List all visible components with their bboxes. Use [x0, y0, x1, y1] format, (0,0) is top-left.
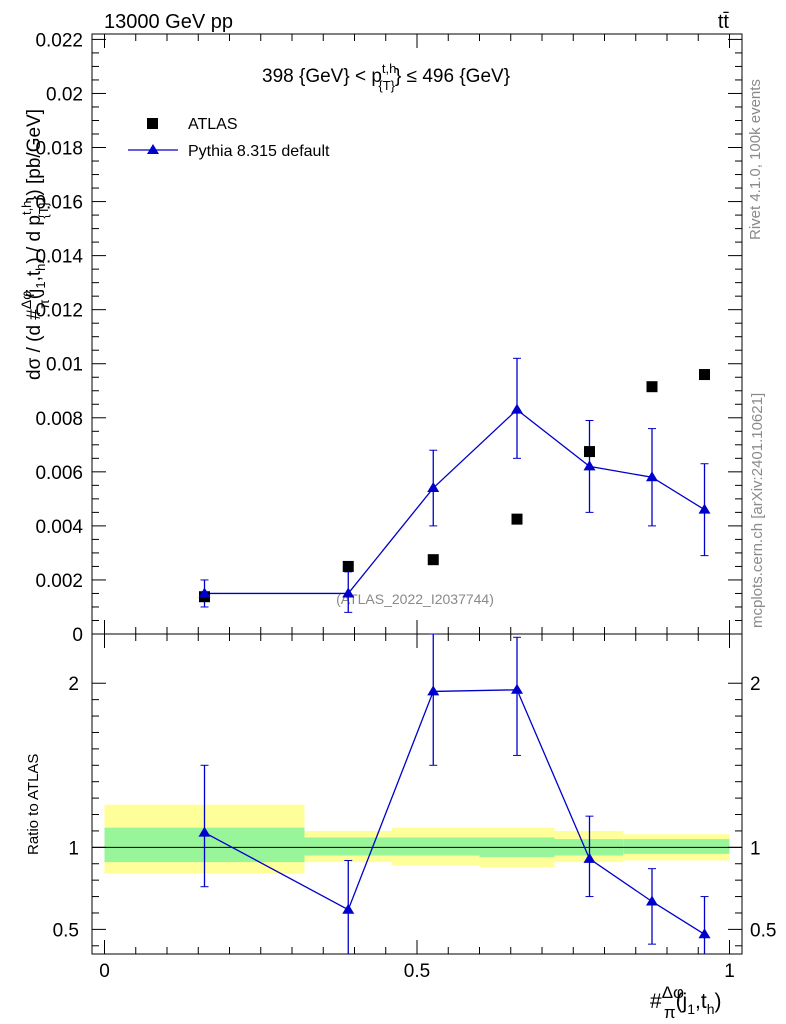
- ratio-band-inner: [623, 839, 680, 854]
- ratio-point: [698, 928, 711, 939]
- x-tick-label: 0.5: [404, 961, 430, 982]
- atlas-point: [511, 513, 523, 525]
- legend: ATLAS Pythia 8.315 default: [128, 116, 330, 160]
- pythia-point: [646, 471, 658, 482]
- y-tick-label: 0.004: [35, 517, 83, 538]
- atlas-point: [342, 560, 354, 572]
- ratio-series: [198, 633, 711, 954]
- y-axis-label: dσ / (d #Δφ π(j1,th) / d pt,h {T}}) [pb/Ge…: [18, 109, 52, 380]
- ratio-tick-label-right: 2: [750, 674, 761, 695]
- y-tick-label: 0.014: [35, 247, 83, 268]
- ratio-band-inner: [304, 837, 392, 856]
- legend-pythia-marker: [147, 144, 159, 154]
- analysis-watermark: (ATLAS_2022_I2037744): [336, 591, 494, 607]
- ratio-band-inner: [679, 839, 730, 854]
- x-axis-label: #Δφ π(j1,th): [650, 983, 722, 1022]
- y-tick-label: 0.01: [46, 355, 83, 376]
- y-tick-label: 0.016: [35, 193, 83, 214]
- x-tick-label: 0: [99, 961, 110, 982]
- ratio-band-inner: [392, 837, 480, 856]
- legend-atlas-marker: [147, 118, 158, 129]
- pythia-line: [204, 408, 705, 595]
- ratio-point: [583, 852, 596, 863]
- pythia-point: [342, 587, 355, 598]
- ratio-point: [198, 826, 211, 837]
- y-tick-label: 0.012: [35, 301, 83, 322]
- pythia-point: [698, 503, 711, 514]
- y-tick-label: 0.02: [46, 84, 83, 105]
- main-series: [198, 357, 711, 613]
- y-tick-label: 0.002: [35, 571, 83, 592]
- legend-pythia-label: Pythia 8.315 default: [188, 143, 330, 160]
- atlas-point: [427, 554, 439, 566]
- atlas-point: [584, 446, 595, 458]
- plot-title: 398 {GeV} < pt,h {T}} ≤ 496 {GeV}: [262, 61, 510, 93]
- ratio-tick-label-left: 1: [68, 838, 79, 859]
- pythia-point: [198, 587, 211, 598]
- ratio-point: [427, 685, 440, 696]
- ratio-y-axis-label: Ratio to ATLAS: [25, 754, 42, 855]
- y-tick-label: 0.022: [35, 30, 83, 51]
- pythia-point: [427, 482, 440, 493]
- ratio-point: [646, 895, 658, 906]
- ratio-point: [342, 903, 355, 914]
- atlas-point: [699, 369, 710, 381]
- ratio-point: [511, 683, 523, 694]
- ratio-tick-label-right: 1: [750, 838, 761, 859]
- ratio-tick-label-right: 0.5: [750, 920, 776, 941]
- x-tick-label: 1: [724, 961, 735, 982]
- atlas-point: [646, 381, 658, 393]
- ratio-tick-label-left: 0.5: [53, 920, 79, 941]
- mcplots-label: mcplots.cern.ch [arXiv:2401.10621]: [749, 393, 766, 628]
- y-tick-label: 0: [72, 625, 83, 646]
- legend-atlas-label: ATLAS: [188, 116, 238, 133]
- ratio-plot-frame: [91, 633, 743, 955]
- pythia-point: [583, 460, 596, 471]
- y-tick-label: 0.006: [35, 463, 83, 484]
- axis-tick-labels: 0 0.5 1 0 0.002 0.004 0.006 0.008 0.01 0.012 0.014…: [35, 30, 776, 982]
- y-tick-label: 0.018: [35, 139, 83, 160]
- ratio-uncertainty-bands: [92, 804, 742, 874]
- axis-ticks: [92, 34, 742, 954]
- rivet-label: Rivet 4.1.0, 100k events: [747, 79, 764, 240]
- pythia-point: [511, 403, 523, 414]
- y-tick-label: 0.008: [35, 409, 83, 430]
- ratio-tick-label-left: 2: [68, 674, 79, 695]
- header-right: tt̄: [718, 11, 730, 33]
- header-left: 13000 GeV pp: [104, 11, 233, 33]
